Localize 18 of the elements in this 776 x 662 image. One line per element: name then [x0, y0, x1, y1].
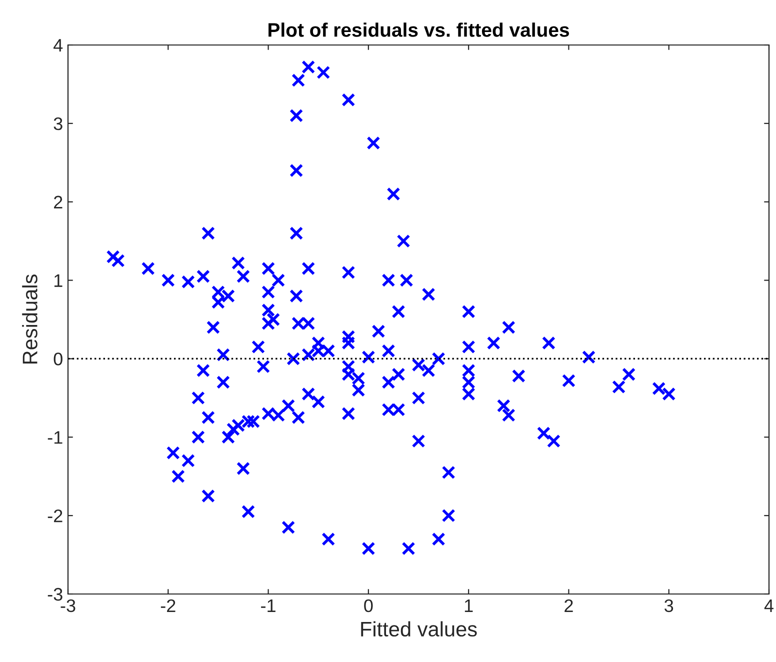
x-tick-label: 4 [764, 600, 774, 612]
x-tick-label: -1 [261, 600, 276, 612]
x-tick-label: 2 [564, 599, 573, 612]
x-tick-label: -2 [160, 599, 176, 612]
y-tick-label: 0 [54, 352, 62, 366]
x-tick-label: 1 [464, 600, 473, 612]
y-tick-label: 3 [54, 117, 62, 130]
y-tick-label: -3 [48, 588, 62, 601]
x-tick-label: 3 [664, 599, 674, 612]
y-axis-title: Residuals [22, 274, 38, 364]
y-tick-label: 4 [54, 39, 63, 52]
x-tick-label: 0 [364, 599, 373, 612]
x-axis-title: Fitted values [361, 621, 477, 637]
y-tick-label: -2 [48, 510, 62, 522]
y-tick-label: -1 [48, 431, 62, 444]
y-tick-label: 1 [54, 274, 62, 287]
y-tick-label: 2 [54, 196, 62, 208]
chart-title: Plot of residuals vs. fitted values [268, 22, 569, 37]
